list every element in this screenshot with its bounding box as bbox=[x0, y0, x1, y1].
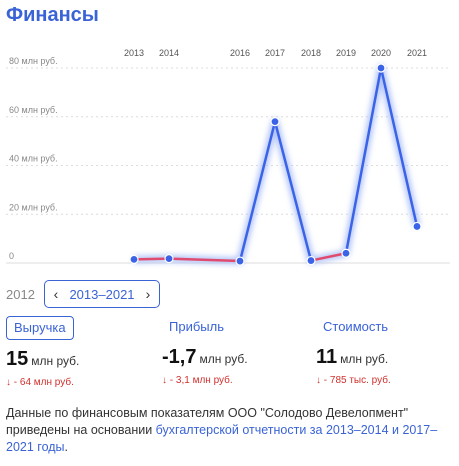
metrics-row: Выручка 15 млн руб. ↓ - 64 млн руб. Прибы… bbox=[0, 316, 459, 396]
data-point-2018 bbox=[306, 255, 316, 266]
chevron-right-icon[interactable]: › bbox=[145, 286, 151, 302]
y-tick-label: 20 млн руб. bbox=[9, 202, 58, 212]
series-line-segment bbox=[273, 120, 313, 262]
x-tick-label: 2018 bbox=[301, 48, 321, 58]
series-line-segment bbox=[238, 120, 277, 263]
revenue-unit: млн руб. bbox=[31, 354, 80, 368]
x-tick-label: 2019 bbox=[336, 48, 356, 58]
series-line-segment bbox=[309, 252, 348, 262]
series-line-segment bbox=[132, 257, 171, 261]
tab-value[interactable]: Стоимость bbox=[323, 319, 389, 334]
y-tick-label: 60 млн руб. bbox=[9, 105, 58, 115]
value-value: 11 bbox=[316, 346, 338, 368]
revenue-delta: ↓ - 64 млн руб. bbox=[6, 377, 74, 388]
period-selector[interactable]: ‹ 2013–2021 › bbox=[44, 280, 160, 308]
metric-value: Стоимость 11 млн руб. ↓ - 785 тыс. руб. bbox=[316, 316, 459, 386]
period-navigation: 2012 ‹ 2013–2021 › bbox=[0, 280, 459, 310]
series-line-segment bbox=[344, 66, 383, 255]
x-tick-label: 2014 bbox=[159, 48, 179, 58]
data-point-2013 bbox=[129, 254, 139, 264]
data-point-2017 bbox=[270, 117, 280, 127]
revenue-value: 15 bbox=[6, 348, 29, 370]
section-title: Финансы bbox=[6, 4, 99, 26]
data-point-2016 bbox=[235, 256, 245, 266]
x-tick-label: 2013 bbox=[124, 48, 144, 58]
value-unit: млн руб. bbox=[340, 352, 389, 366]
accounting-report-link[interactable]: бухгалтерской отчетности за 2013–2014 и … bbox=[6, 423, 438, 454]
x-tick-label: 2021 bbox=[407, 48, 427, 58]
footer-text: Данные по финансовым показателям ООО "Со… bbox=[6, 406, 409, 437]
x-tick-label: 2016 bbox=[230, 48, 250, 58]
metric-revenue: Выручка 15 млн руб. ↓ - 64 млн руб. bbox=[6, 316, 156, 388]
tab-revenue[interactable]: Выручка bbox=[6, 316, 74, 340]
x-tick-label: 2017 bbox=[265, 48, 285, 58]
period-range-label: 2013–2021 bbox=[69, 287, 135, 302]
value-delta: ↓ - 785 тыс. руб. bbox=[316, 375, 391, 386]
footer-text-end: . bbox=[64, 440, 69, 454]
data-source-note: Данные по финансовым показателям ООО "Со… bbox=[6, 405, 446, 456]
series-line-segment bbox=[379, 66, 419, 228]
data-point-2019 bbox=[341, 248, 351, 258]
revenue-line-chart: 2013 2014 2016 2017 2018 2019 2020 2021 80 млн … bbox=[6, 48, 450, 266]
x-tick-label: 2020 bbox=[371, 48, 391, 58]
series-line-segment bbox=[167, 257, 242, 263]
data-point-2014 bbox=[164, 254, 174, 264]
y-tick-label: 0 bbox=[9, 251, 14, 261]
data-point-2021 bbox=[412, 221, 422, 232]
profit-delta: ↓ - 3,1 млн руб. bbox=[162, 375, 233, 386]
previous-year-label[interactable]: 2012 bbox=[6, 287, 35, 302]
metric-profit: Прибыль -1,7 млн руб. ↓ - 3,1 млн руб. bbox=[162, 316, 312, 386]
profit-value: -1,7 bbox=[162, 346, 197, 368]
data-point-2020 bbox=[376, 63, 386, 73]
y-tick-label: 80 млн руб. bbox=[9, 56, 58, 66]
y-tick-label: 40 млн руб. bbox=[9, 154, 58, 164]
tab-profit[interactable]: Прибыль bbox=[169, 319, 224, 334]
chevron-left-icon[interactable]: ‹ bbox=[53, 286, 59, 302]
profit-unit: млн руб. bbox=[199, 352, 248, 366]
